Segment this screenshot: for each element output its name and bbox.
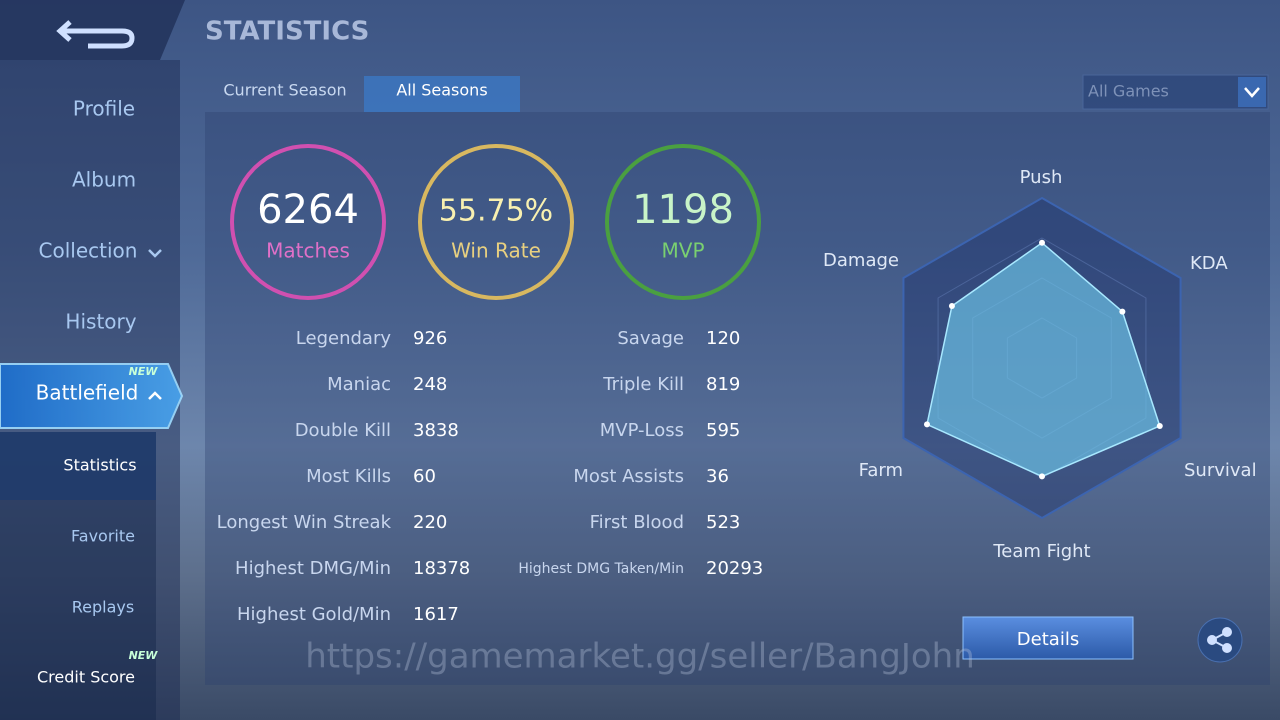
stat-label: Legendary [296, 328, 392, 349]
new-badge: NEW [129, 365, 159, 378]
stat-value: 36 [706, 466, 729, 487]
stat-value: 60 [413, 466, 436, 487]
radar-axis-label: Damage [823, 250, 899, 271]
sidebar-item[interactable]: Profile [73, 97, 135, 121]
stat-label: Longest Win Streak [217, 512, 392, 533]
filter-label[interactable]: All Games [1088, 82, 1169, 101]
summary-label: Matches [266, 239, 350, 263]
stat-value: 18378 [413, 558, 470, 579]
stat-value: 220 [413, 512, 447, 533]
sidebar-item[interactable]: Collection [39, 239, 138, 263]
stat-value: 523 [706, 512, 740, 533]
radar-point [1119, 308, 1126, 315]
sidebar-item[interactable]: Battlefield [36, 381, 139, 405]
radar-point [948, 303, 955, 309]
radar-axis-label: Push [1020, 167, 1063, 188]
stat-label: Triple Kill [602, 374, 684, 395]
stat-label: Savage [617, 328, 684, 349]
radar-axis-label: Team Fight [992, 541, 1090, 562]
stat-label: Highest Gold/Min [237, 604, 391, 625]
sidebar-selected [0, 363, 184, 429]
filter-box[interactable] [1082, 74, 1269, 110]
summary-ring [418, 144, 574, 300]
radar-axis-label: Survival [1184, 460, 1257, 481]
submenu-selected [0, 432, 156, 500]
details-button[interactable] [962, 616, 1134, 660]
tab-selected [364, 76, 520, 112]
radar-point [923, 421, 930, 428]
sidebar-item[interactable]: History [65, 310, 136, 334]
filter-arrow [1244, 87, 1260, 98]
watermark: https://gamemarket.gg/seller/BangJohn [305, 637, 975, 677]
share-icon [1207, 627, 1232, 653]
summary-value: 6264 [257, 187, 359, 233]
stat-label: Most Kills [306, 466, 391, 487]
sidebar-item[interactable]: Statistics [63, 456, 136, 475]
summary-value: 1198 [632, 187, 734, 233]
new-badge: NEW [129, 649, 159, 662]
tab[interactable]: Current Season [223, 81, 346, 100]
summary-value: 55.75% [439, 194, 553, 229]
stat-value: 595 [706, 420, 740, 441]
summary-ring [230, 144, 386, 300]
stat-value: 819 [706, 374, 740, 395]
sidebar-item[interactable]: Replays [72, 598, 134, 617]
details-label[interactable]: Details [1017, 629, 1079, 650]
stat-value: 1617 [413, 604, 459, 625]
back-button[interactable] [56, 20, 135, 49]
stat-value: 248 [413, 374, 447, 395]
share-button[interactable] [1197, 617, 1243, 663]
sidebar-item[interactable]: Album [72, 168, 136, 192]
page-title: STATISTICS [205, 17, 369, 47]
stat-label: Highest DMG/Min [235, 558, 391, 579]
stat-value: 926 [413, 328, 447, 349]
stat-value: 3838 [413, 420, 459, 441]
radar-axis-label: KDA [1190, 253, 1228, 274]
stat-value: 20293 [706, 558, 763, 579]
radar-axis-label: Farm [859, 460, 903, 481]
stat-label: Most Assists [573, 466, 684, 487]
tab[interactable]: All Seasons [396, 81, 487, 100]
radar-point [1039, 473, 1045, 480]
stat-label: Highest DMG Taken/Min [518, 561, 684, 577]
stat-label: Double Kill [295, 420, 391, 441]
summary-label: Win Rate [451, 239, 541, 263]
summary-label: MVP [662, 239, 705, 263]
chevron [148, 249, 162, 258]
sidebar-item[interactable]: Favorite [71, 527, 135, 546]
radar-point [1039, 239, 1045, 246]
filter-arrow-box [1238, 77, 1266, 107]
stat-label: Maniac [327, 374, 391, 395]
stat-value: 120 [706, 328, 740, 349]
radar-point [1156, 423, 1163, 429]
stat-label: MVP-Loss [600, 420, 684, 441]
chevron [148, 391, 162, 400]
summary-ring [605, 144, 761, 300]
stat-label: First Blood [590, 512, 684, 533]
sidebar-item[interactable]: Credit Score [37, 668, 135, 687]
